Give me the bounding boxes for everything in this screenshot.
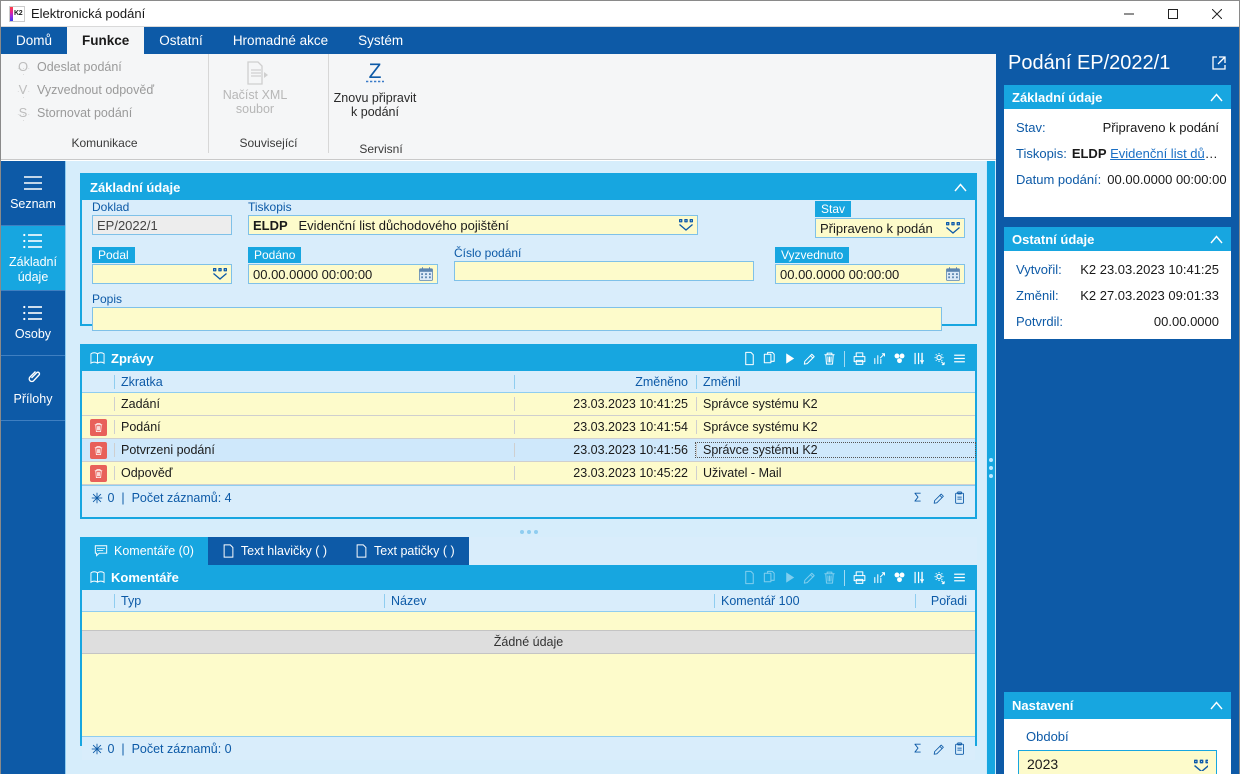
svg-text:Z: Z	[369, 60, 382, 83]
